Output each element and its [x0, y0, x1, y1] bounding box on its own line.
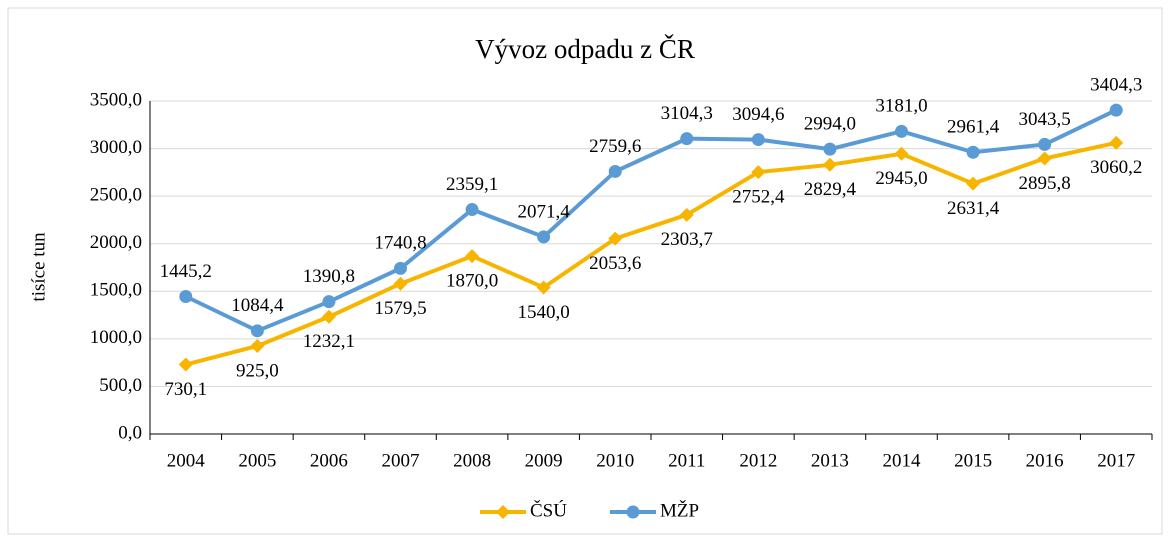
data-label: 3060,2 [1090, 157, 1142, 178]
marker [608, 231, 623, 246]
data-label: 730,1 [164, 379, 207, 400]
y-tick-label: 1500,0 [90, 280, 142, 301]
x-tick-label: 2005 [238, 450, 276, 471]
x-tick-label: 2004 [167, 450, 206, 471]
x-tick-label: 2007 [382, 450, 420, 471]
line [184, 108, 1118, 333]
data-label: 1540,0 [518, 302, 570, 323]
marker [250, 338, 265, 353]
chart-frame [7, 7, 1163, 535]
data-label: 1084,4 [231, 295, 284, 316]
data-label: 1445,2 [160, 261, 212, 282]
y-tick-label: 2000,0 [90, 232, 142, 253]
marker [393, 276, 408, 291]
marker [894, 146, 909, 161]
marker [178, 357, 193, 372]
marker [537, 230, 551, 244]
legend-label: ČSÚ [530, 499, 567, 521]
x-tick-label: 2011 [668, 450, 705, 471]
data-label: 1232,1 [303, 331, 355, 352]
x-tick-label: 2013 [811, 450, 849, 471]
marker [250, 324, 264, 338]
data-label: 1870,0 [446, 270, 498, 291]
marker [179, 289, 193, 303]
data-label: 3181,0 [875, 96, 927, 117]
marker [679, 207, 694, 222]
x-tick-label: 2006 [310, 450, 348, 471]
data-label: 3104,3 [661, 103, 713, 124]
marker [751, 165, 766, 180]
marker [322, 295, 336, 309]
marker [895, 124, 908, 138]
x-tick-label: 2012 [739, 450, 777, 471]
data-label: 3094,6 [732, 104, 784, 125]
marker [966, 145, 980, 159]
data-label: 2359,1 [446, 174, 498, 195]
data-label: 1740,8 [374, 233, 426, 254]
data-label: 2829,4 [804, 179, 857, 200]
marker [1038, 137, 1052, 151]
x-tick-label: 2009 [525, 450, 563, 471]
y-tick-label: 1000,0 [90, 327, 142, 348]
data-label: 3404,3 [1090, 74, 1142, 95]
data-label: 2759,6 [589, 136, 641, 157]
y-tick-label: 500,0 [99, 375, 142, 396]
marker [626, 505, 640, 519]
data-label: 1579,5 [374, 298, 426, 319]
y-tick-label: 3500,0 [90, 89, 142, 110]
data-label: 2752,4 [732, 186, 785, 207]
data-label: 2071,4 [518, 201, 571, 222]
marker [1037, 151, 1052, 166]
line [185, 140, 1117, 367]
marker [465, 203, 479, 217]
x-tick-label: 2010 [596, 450, 634, 471]
marker [608, 164, 622, 178]
marker [751, 133, 765, 147]
marker [321, 309, 336, 324]
data-label: 3043,5 [1019, 109, 1071, 130]
legend-label: MŽP [660, 499, 699, 521]
y-tick-label: 3000,0 [90, 137, 142, 158]
x-tick-label: 2017 [1097, 450, 1135, 471]
marker [496, 505, 510, 519]
marker [823, 142, 837, 156]
x-tick-label: 2008 [453, 450, 491, 471]
data-label: 2303,7 [661, 229, 713, 250]
data-label: 2895,8 [1019, 173, 1071, 194]
marker [536, 280, 551, 295]
x-tick-label: 2015 [954, 450, 992, 471]
y-tick-label: 0,0 [118, 422, 142, 443]
marker [394, 261, 407, 275]
marker [465, 249, 480, 264]
marker [966, 176, 981, 191]
x-tick-label: 2016 [1026, 450, 1064, 471]
data-label: 2994,0 [804, 114, 856, 135]
data-label: 925,0 [236, 360, 279, 381]
marker [680, 132, 694, 146]
data-label: 2961,4 [947, 117, 1000, 138]
data-label: 2053,6 [589, 253, 641, 274]
data-label: 1390,8 [303, 266, 355, 287]
chart-title: Vývoz odpadu z ČR [475, 34, 695, 64]
data-label: 2945,0 [875, 168, 927, 189]
x-tick-label: 2014 [883, 450, 922, 471]
marker [1109, 135, 1124, 150]
marker [822, 157, 837, 172]
data-label: 2631,4 [947, 198, 1000, 219]
marker [1109, 103, 1123, 117]
y-axis-title: tisíce tun [28, 232, 49, 302]
y-tick-label: 2500,0 [90, 185, 142, 206]
